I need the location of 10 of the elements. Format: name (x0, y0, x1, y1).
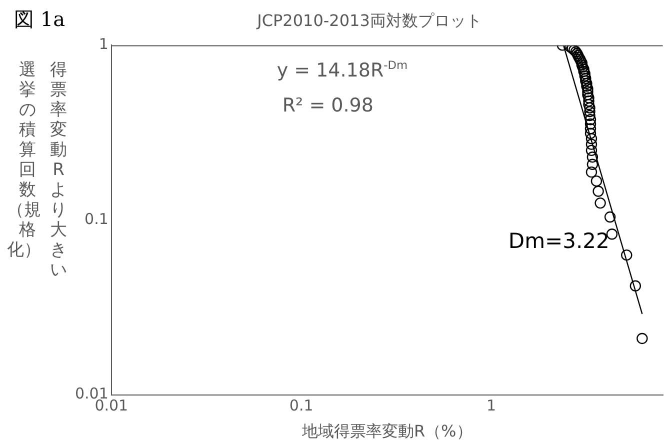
x-tick-label: 1 (486, 396, 496, 415)
chart-title: JCP2010-2013両対数プロット (256, 10, 482, 30)
x-axis-title: 地域得票率変動R（%） (300, 422, 472, 441)
annotation: R² = 0.98 (282, 94, 374, 117)
caption: 図 1a (14, 7, 66, 31)
y-tick-label: 1 (98, 35, 108, 54)
x-tick-label: 0.1 (289, 396, 314, 415)
text: 得票率変動Rより大きい選挙の積算回数（規格化） (7, 60, 67, 280)
y-tick-label: 0.1 (84, 210, 108, 228)
annotation: Dm=3.22 (508, 228, 610, 253)
